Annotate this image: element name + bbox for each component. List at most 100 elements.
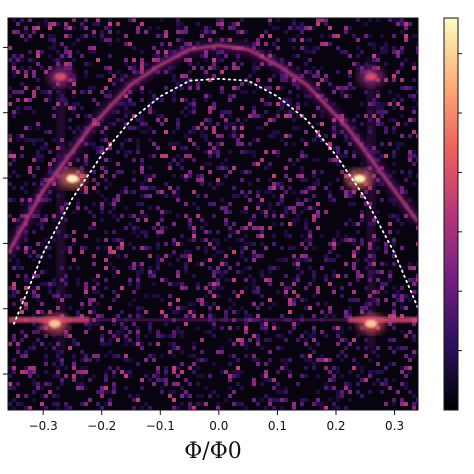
- noise-pixel: [68, 306, 72, 310]
- noise-pixel: [12, 198, 16, 202]
- noise-pixel: [348, 218, 352, 222]
- noise-pixel: [364, 22, 368, 26]
- noise-pixel: [340, 390, 344, 394]
- noise-pixel: [84, 294, 88, 298]
- noise-pixel: [232, 194, 236, 198]
- noise-pixel: [292, 298, 296, 302]
- noise-pixel: [376, 110, 380, 114]
- noise-pixel: [88, 398, 92, 402]
- noise-pixel: [256, 178, 260, 182]
- noise-pixel: [300, 22, 304, 26]
- noise-pixel: [248, 226, 252, 230]
- noise-pixel: [260, 398, 264, 402]
- noise-pixel: [72, 42, 76, 46]
- noise-pixel: [272, 134, 276, 138]
- noise-pixel: [416, 350, 418, 354]
- noise-pixel: [256, 206, 260, 210]
- noise-pixel: [8, 342, 12, 346]
- noise-pixel: [204, 302, 208, 306]
- noise-pixel: [36, 386, 40, 390]
- noise-pixel: [176, 310, 180, 314]
- noise-pixel: [32, 294, 36, 298]
- noise-pixel: [44, 358, 48, 362]
- noise-pixel: [264, 370, 268, 374]
- noise-pixel: [208, 78, 212, 82]
- noise-pixel: [312, 294, 316, 298]
- noise-pixel: [136, 26, 140, 30]
- noise-pixel: [288, 98, 292, 102]
- noise-pixel: [316, 22, 320, 26]
- noise-pixel: [356, 278, 360, 282]
- noise-pixel: [152, 94, 156, 98]
- noise-pixel: [280, 390, 284, 394]
- noise-pixel: [68, 162, 72, 166]
- noise-pixel: [44, 406, 48, 410]
- noise-pixel: [256, 402, 260, 406]
- noise-pixel: [80, 350, 84, 354]
- noise-pixel: [264, 150, 268, 154]
- noise-pixel: [144, 374, 148, 378]
- noise-pixel: [192, 226, 196, 230]
- feature-layer: [8, 40, 418, 352]
- noise-pixel: [340, 394, 344, 398]
- noise-pixel: [352, 150, 356, 154]
- noise-pixel: [76, 278, 80, 282]
- noise-pixel: [244, 170, 248, 174]
- noise-pixel: [172, 78, 176, 82]
- noise-pixel: [36, 374, 40, 378]
- noise-pixel: [400, 370, 404, 374]
- noise-pixel: [68, 142, 72, 146]
- noise-pixel: [228, 306, 232, 310]
- noise-pixel: [180, 330, 184, 334]
- noise-pixel: [296, 338, 300, 342]
- noise-pixel: [208, 282, 212, 286]
- noise-pixel: [144, 334, 148, 338]
- noise-pixel: [324, 302, 328, 306]
- noise-pixel: [160, 98, 164, 102]
- noise-pixel: [236, 58, 240, 62]
- noise-pixel: [320, 122, 324, 126]
- noise-pixel: [48, 130, 52, 134]
- noise-pixel: [280, 138, 284, 142]
- noise-pixel: [100, 406, 104, 410]
- noise-pixel: [136, 142, 140, 146]
- noise-pixel: [196, 206, 200, 210]
- noise-pixel: [84, 366, 88, 370]
- noise-pixel: [284, 398, 288, 402]
- noise-pixel: [300, 258, 304, 262]
- noise-pixel: [136, 310, 140, 314]
- noise-pixel: [16, 134, 20, 138]
- noise-pixel: [284, 390, 288, 394]
- noise-pixel: [176, 86, 180, 90]
- noise-pixel: [36, 78, 40, 82]
- noise-pixel: [384, 50, 388, 54]
- noise-pixel: [292, 322, 296, 326]
- noise-pixel: [244, 206, 248, 210]
- noise-pixel: [416, 262, 418, 266]
- noise-pixel: [352, 194, 356, 198]
- noise-pixel: [244, 210, 248, 214]
- noise-pixel: [172, 330, 176, 334]
- noise-pixel: [44, 70, 48, 74]
- noise-pixel: [188, 82, 192, 86]
- noise-pixel: [348, 74, 352, 78]
- noise-pixel: [124, 122, 128, 126]
- noise-pixel: [288, 246, 292, 250]
- noise-pixel: [108, 158, 112, 162]
- noise-pixel: [184, 30, 188, 34]
- noise-pixel: [72, 130, 76, 134]
- noise-pixel: [296, 114, 300, 118]
- noise-pixel: [192, 302, 196, 306]
- noise-pixel: [332, 158, 336, 162]
- noise-pixel: [336, 254, 340, 258]
- noise-pixel: [304, 102, 308, 106]
- noise-pixel: [348, 386, 352, 390]
- noise-pixel: [260, 270, 264, 274]
- noise-pixel: [268, 282, 272, 286]
- noise-pixel: [240, 210, 244, 214]
- noise-pixel: [256, 286, 260, 290]
- noise-pixel: [80, 90, 84, 94]
- noise-pixel: [104, 126, 108, 130]
- noise-pixel: [324, 314, 328, 318]
- noise-pixel: [240, 342, 244, 346]
